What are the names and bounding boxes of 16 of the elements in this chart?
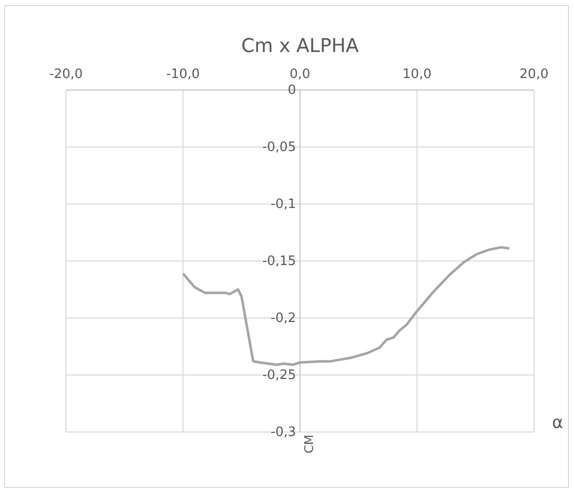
x-tick-label: 20,0 [520, 67, 548, 82]
x-axis-title: α [552, 413, 564, 433]
y-tick-label: -0,05 [262, 140, 296, 156]
x-tick-label: -20,0 [49, 67, 83, 82]
x-tick-label: 0,0 [290, 67, 310, 82]
line-series [182, 246, 511, 366]
y-axis-title: CM [302, 434, 316, 454]
y-tick-label: -0,2 [270, 311, 296, 326]
chart-title: Cm x ALPHA [241, 35, 359, 57]
x-tick-label: -10,0 [166, 67, 200, 82]
y-tick-label: -0,15 [262, 254, 296, 270]
x-tick-label: 10,0 [402, 67, 432, 82]
y-tick-label: -0,25 [262, 368, 296, 384]
y-tick-label: 0 [288, 83, 296, 98]
y-tick-label: -0,3 [270, 425, 296, 440]
y-tick-label: -0,1 [270, 197, 296, 212]
